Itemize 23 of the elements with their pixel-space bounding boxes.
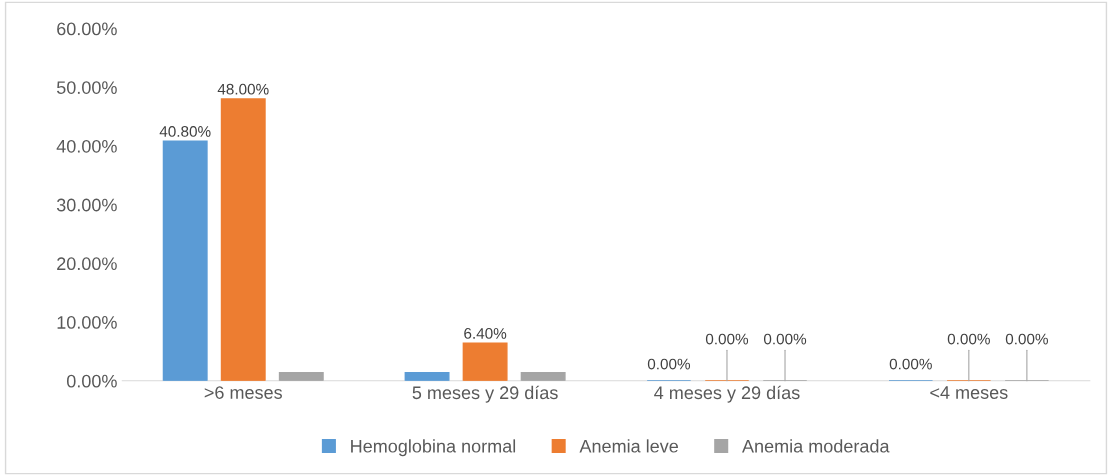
data-label: 40.80% <box>159 126 211 137</box>
data-label: 6.40% <box>464 328 507 339</box>
data-label: 48.00% <box>217 83 269 95</box>
data-label: 0.00% <box>889 358 932 370</box>
x-tick-label: >6 meses <box>204 386 282 399</box>
x-tick-label: <4 meses <box>930 386 1008 399</box>
y-tick-label: 60.00% <box>57 22 117 36</box>
data-label: 0.00% <box>763 333 807 345</box>
y-tick-label: 30.00% <box>56 198 117 212</box>
data-label: 0.00% <box>947 333 990 345</box>
data-label: 0.00% <box>647 358 691 370</box>
y-tick-label: 40.00% <box>56 139 117 153</box>
data-label: 0.00% <box>1005 333 1048 345</box>
y-tick-label: 50.00% <box>56 81 117 94</box>
y-tick-label: 20.00% <box>57 257 117 271</box>
legend-label: Anemia leve <box>579 439 678 453</box>
data-label: 0.00% <box>705 333 749 345</box>
x-tick-label: 5 meses y 29 días <box>412 385 558 403</box>
y-tick-label: 0.00% <box>66 374 117 388</box>
y-tick-label: 10.00% <box>57 316 117 329</box>
legend-label: Anemia moderada <box>742 439 890 453</box>
legend-label: Hemoglobina normal <box>351 439 516 457</box>
x-tick-label: 4 meses y 29 días <box>654 385 800 403</box>
